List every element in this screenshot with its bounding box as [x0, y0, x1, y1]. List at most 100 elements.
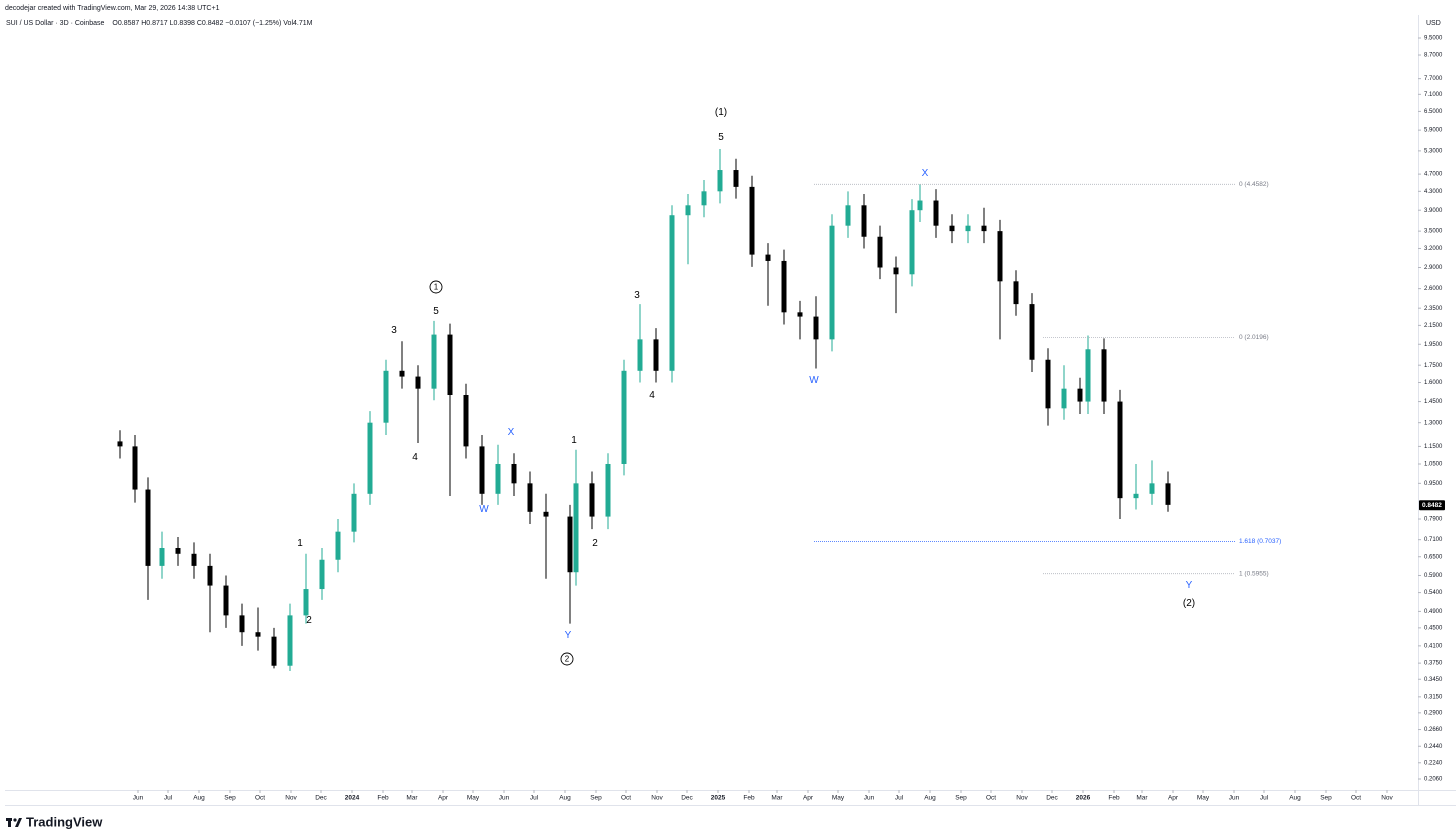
y-tick-label: 0.3150	[1424, 694, 1443, 700]
candle-body	[511, 463, 517, 484]
candle-body	[669, 215, 675, 371]
candle-body	[1013, 281, 1019, 305]
x-tick-label: Jul	[1260, 795, 1269, 802]
candle-body	[175, 548, 181, 554]
wave-label: 4	[412, 452, 418, 463]
x-tick-label: Apr	[1168, 795, 1179, 802]
candle-body	[1133, 493, 1139, 499]
x-tick-label: Oct	[255, 795, 265, 802]
candle-body	[573, 483, 579, 573]
candle-body	[653, 339, 659, 371]
wave-label: 3	[634, 290, 640, 301]
y-tick-label: 0.2440	[1424, 744, 1443, 750]
x-tick-label: Mar	[771, 795, 783, 802]
candle-body	[431, 334, 437, 389]
y-tick-label: 0.6500	[1424, 554, 1443, 560]
candle-body	[717, 170, 723, 192]
x-tick-label: Sep	[955, 795, 967, 802]
wave-label: 2	[592, 538, 598, 549]
x-tick-label: Sep	[224, 795, 236, 802]
wave-circle	[429, 280, 443, 294]
candle-body	[527, 483, 533, 512]
candle-body	[965, 225, 971, 232]
x-tick-label: Feb	[743, 795, 755, 802]
currency: USD	[1426, 20, 1441, 27]
x-tick-label: Aug	[559, 795, 571, 802]
candle-body	[1149, 483, 1155, 494]
candle-body	[877, 236, 883, 268]
y-tick-label: 0.5400	[1424, 590, 1443, 596]
candle-body	[797, 312, 803, 317]
candle-body	[207, 565, 213, 586]
candle-body	[781, 260, 787, 313]
x-tick-label: Mar	[406, 795, 418, 802]
candle-body	[909, 210, 915, 275]
candle-body	[303, 589, 309, 616]
symbol-title: SUI / US Dollar · 3D · Coinbase	[6, 20, 105, 27]
candle-body	[749, 186, 755, 255]
candle-body	[415, 376, 421, 389]
y-tick-label: 0.3750	[1424, 661, 1443, 667]
x-tick-label: Jun	[864, 795, 875, 802]
candle-body	[1101, 349, 1107, 402]
candle-body	[845, 205, 851, 226]
y-tick-label: 1.0500	[1424, 462, 1443, 468]
x-tick-label: Apr	[803, 795, 814, 802]
y-tick-label: 7.7000	[1424, 76, 1443, 82]
candles	[117, 149, 1171, 672]
x-tick-label: Jul	[895, 795, 904, 802]
candle-body	[685, 205, 691, 216]
y-tick-label: 1.9500	[1424, 342, 1443, 348]
y-tick-label: 0.2240	[1424, 760, 1443, 766]
candle-body	[605, 463, 611, 517]
y-tick-label: 0.4100	[1424, 643, 1443, 649]
x-tick-label: Oct	[1351, 795, 1361, 802]
x-tick-label: Dec	[681, 795, 693, 802]
logo-icon	[6, 818, 22, 827]
x-tick-label: Nov	[285, 795, 297, 802]
candle-body	[1077, 388, 1083, 402]
y-tick-label: 0.3450	[1424, 677, 1443, 683]
wave-label: 2	[306, 615, 312, 626]
wave-label: Y	[565, 630, 572, 641]
candle-body	[335, 531, 341, 560]
wave-label: 5	[433, 306, 439, 317]
candle-body	[1029, 304, 1035, 360]
y-tick-label: 8.7000	[1424, 53, 1443, 59]
candle-body	[637, 339, 643, 371]
candle-body	[567, 516, 573, 573]
candle-body	[255, 632, 261, 637]
x-tick-label: Feb	[1108, 795, 1120, 802]
candle-body	[117, 441, 123, 447]
wave-label: W	[809, 375, 819, 386]
candle-body	[132, 446, 138, 490]
x-tick-label: Dec	[1046, 795, 1058, 802]
y-tick-label: 4.3000	[1424, 189, 1443, 195]
fib-label: 0 (4.4582)	[1239, 181, 1269, 188]
candle-body	[191, 553, 197, 566]
y-tick-label: 6.5000	[1424, 109, 1443, 115]
x-tick-label: 2026	[1076, 795, 1091, 802]
candle-body	[145, 489, 151, 566]
x-tick-label: Jun	[499, 795, 510, 802]
candle-body	[319, 559, 325, 590]
brand: TradingView	[26, 814, 103, 829]
y-tick-label: 4.7000	[1424, 172, 1443, 178]
candle-body	[701, 191, 707, 206]
x-tick-label: 2025	[711, 795, 726, 802]
wave-label: X	[508, 427, 515, 438]
candle-body	[351, 493, 357, 532]
y-tick-label: 2.6000	[1424, 286, 1443, 292]
x-tick-label: Jun	[133, 795, 144, 802]
candle-body	[765, 254, 771, 261]
y-tick-label: 0.2060	[1424, 777, 1443, 783]
x-tick-label: 2024	[345, 795, 360, 802]
wave-label: 1	[571, 435, 577, 446]
x-tick-label: Oct	[986, 795, 996, 802]
y-tick-label: 0.7100	[1424, 537, 1443, 543]
y-tick-label: 9.5000	[1424, 36, 1443, 42]
x-tick-label: Dec	[315, 795, 327, 802]
wave-label: 3	[391, 325, 397, 336]
